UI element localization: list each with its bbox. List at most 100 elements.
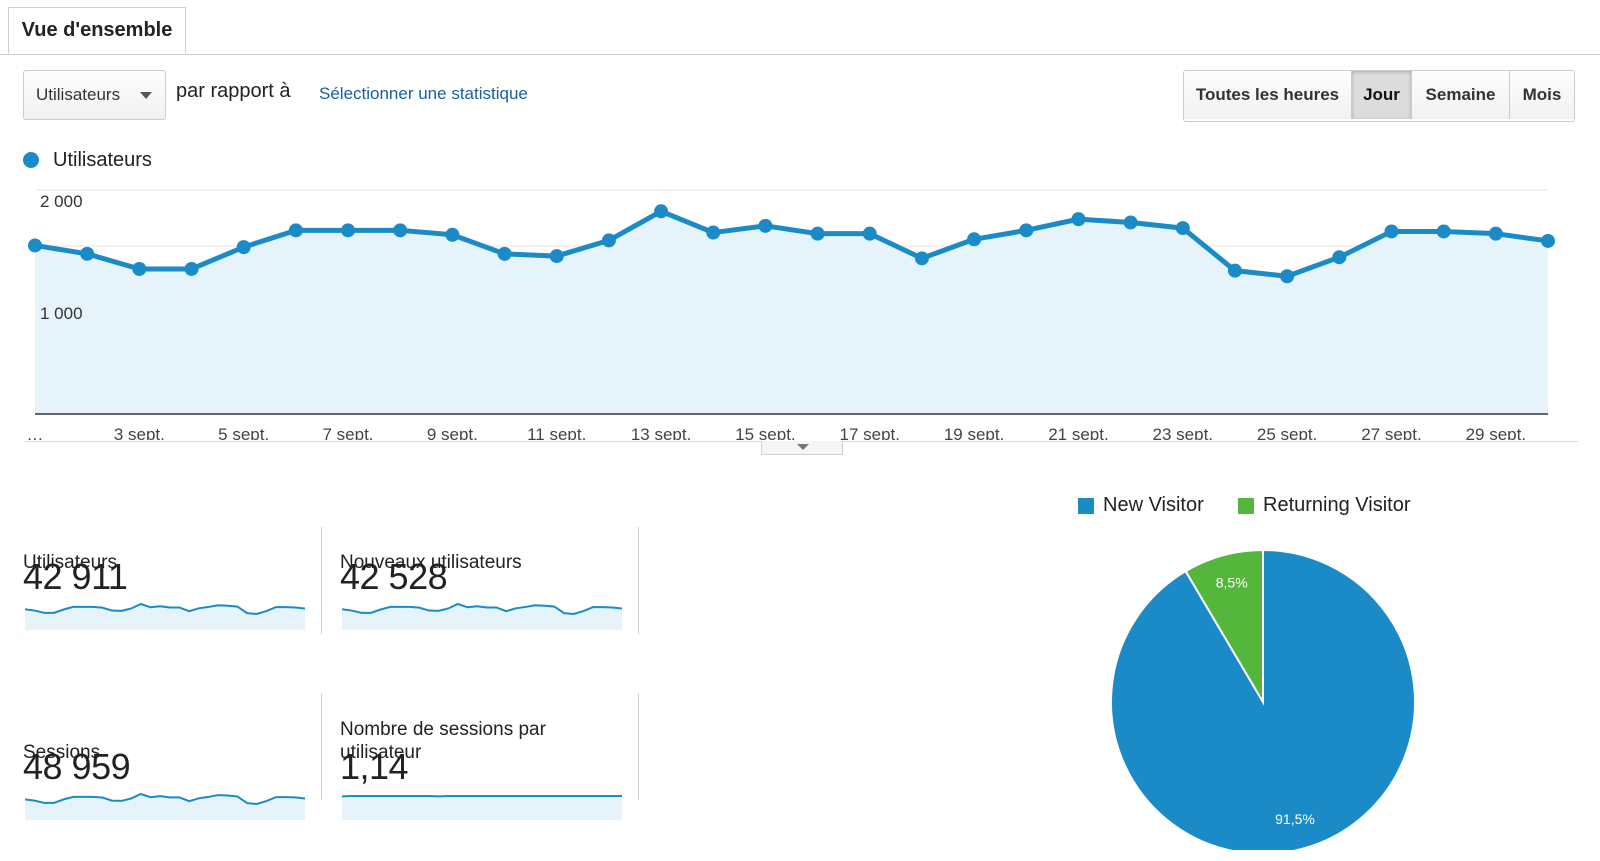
metric-sessions[interactable]: Sessions 48 959 [23,710,313,860]
x-tick-label: 13 sept. [631,425,692,440]
x-tick-label: 3 sept. [114,425,165,440]
data-point[interactable] [236,240,251,255]
metric-divider [321,693,322,800]
x-tick-label: 23 sept. [1153,425,1214,440]
x-tick-label: 7 sept. [323,425,374,440]
pie-legend-label: Returning Visitor [1263,494,1411,516]
metric-value: 42 911 [23,556,128,597]
metric-label: Utilisateurs [23,552,117,573]
data-point[interactable] [445,227,460,242]
select-metric-link[interactable]: Sélectionner une statistique [319,84,528,103]
time-range-toggle: Toutes les heures Jour Semaine Mois [1183,70,1575,122]
metric-value: 48 959 [23,746,131,787]
x-tick-label: 17 sept. [840,425,901,440]
legend-swatch [1238,497,1254,514]
x-tick-label: 27 sept. [1361,425,1422,440]
visitor-type-pie-chart: 91,5% 8,5% [1110,548,1416,850]
pie-legend-new: New Visitor [1078,494,1204,517]
sparkline-area [342,604,622,630]
data-point[interactable] [654,204,669,219]
data-point[interactable] [758,218,773,233]
pie-slice-label: 91,5% [1275,811,1315,827]
metric-divider [321,527,322,634]
sparkline-line [342,602,622,616]
chevron-down-icon [797,444,809,450]
data-point[interactable] [601,233,616,248]
range-month-button[interactable]: Mois [1510,71,1574,119]
data-point[interactable] [341,223,356,238]
data-point[interactable] [1488,226,1503,241]
data-point[interactable] [1019,223,1034,238]
users-line-chart: 2 000 1 000 … 3 sept. 5 sept. 7 sept. 9 sept. 1… [27,189,1555,440]
data-point[interactable] [288,223,303,238]
y-tick-label: 2 000 [40,192,83,211]
data-point[interactable] [28,238,42,253]
data-point[interactable] [967,232,982,247]
metric-sparkline [25,602,305,630]
compare-text: par rapport à [176,80,291,102]
x-tick-label: … [27,425,44,440]
pie-slice-new-visitor[interactable] [1110,548,1416,850]
pie-slice-returning-visitor[interactable] [1184,548,1264,706]
data-point[interactable] [914,251,929,266]
data-point[interactable] [1227,263,1242,278]
metric-dropdown-label: Utilisateurs [36,85,121,104]
metric-divider [638,693,639,800]
data-point[interactable] [862,226,877,241]
data-point[interactable] [1332,250,1347,265]
data-point[interactable] [80,246,95,261]
y-tick-label: 1 000 [40,304,83,323]
data-point[interactable] [132,261,147,276]
metric-users[interactable]: Utilisateurs 42 911 [23,520,313,670]
x-tick-label: 25 sept. [1257,425,1318,440]
data-point[interactable] [1384,224,1399,239]
metric-dropdown[interactable]: Utilisateurs [23,70,166,120]
sparkline-line [25,792,305,806]
data-point[interactable] [497,246,512,261]
data-point[interactable] [1175,221,1190,236]
x-tick-label: 15 sept. [735,425,796,440]
tab-overview[interactable]: Vue d'ensemble [8,7,186,54]
x-tick-label: 21 sept. [1048,425,1109,440]
series-legend-label: Utilisateurs [53,149,152,171]
caret-down-icon [140,92,152,99]
data-point[interactable] [1071,212,1086,227]
tab-bar: Vue d'ensemble [0,0,1600,55]
x-tick-label: 9 sept. [427,425,478,440]
legend-swatch [1078,497,1094,514]
pie-slice-label: 8,5% [1216,575,1248,591]
metric-label: Sessions [23,742,101,763]
metric-label: Nouveaux utilisateurs [340,552,522,573]
x-tick-label: 19 sept. [944,425,1005,440]
series-legend-dot [23,152,39,168]
range-day-button[interactable]: Jour [1352,71,1412,119]
data-point[interactable] [810,226,825,241]
data-point[interactable] [1280,269,1295,284]
sparkline-area [25,604,305,630]
metric-label: Nombre de sessions par utilisateur [340,719,546,763]
metric-value: 1,14 [340,746,409,787]
range-hourly-button[interactable]: Toutes les heures [1184,71,1352,119]
metric-divider [638,527,639,634]
series-area [35,211,1548,414]
x-tick-label: 11 sept. [527,425,586,440]
sparkline-area [25,794,305,820]
sparkline-line [25,602,305,616]
data-point[interactable] [1541,233,1555,248]
metric-new-users[interactable]: Nouveaux utilisateurs 42 528 [340,520,630,670]
x-tick-label: 29 sept. [1466,425,1527,440]
metric-sparkline [342,602,622,630]
metric-sessions-per-user[interactable]: Nombre de sessions par utilisateur 1,14 [340,710,630,860]
data-point[interactable] [184,261,199,276]
collapse-chart-handle[interactable] [761,441,843,455]
metric-sparkline [25,792,305,820]
range-week-button[interactable]: Semaine [1412,71,1510,119]
metric-sparkline [342,795,622,820]
data-point[interactable] [706,225,721,240]
data-point[interactable] [1123,215,1138,230]
data-point[interactable] [393,223,408,238]
metric-value: 42 528 [340,556,448,597]
data-point[interactable] [1436,224,1451,239]
pie-legend-label: New Visitor [1103,494,1204,516]
data-point[interactable] [549,249,564,264]
